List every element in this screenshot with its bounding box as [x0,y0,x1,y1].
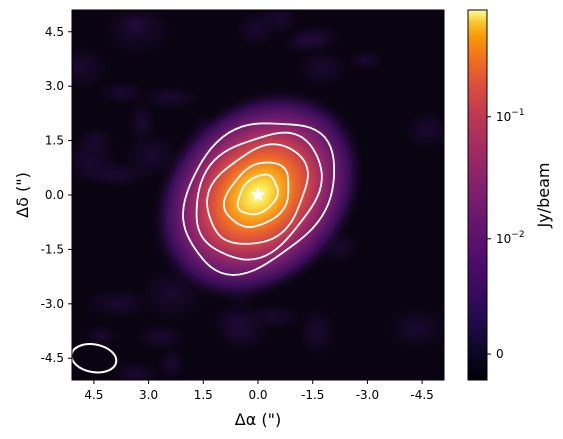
contour-line [223,161,290,228]
noise-blob [72,44,111,90]
x-tick-label: 4.5 [84,388,103,402]
x-tick-label: 3.0 [139,388,158,402]
noise-blob [403,111,444,150]
contour-line [206,143,309,245]
contour-line [236,173,279,216]
noise-blob [295,49,349,88]
x-tick-label: -1.5 [301,388,324,402]
x-tick-label: 1.5 [194,388,213,402]
noise-blob [139,85,201,110]
contour-line [182,122,336,276]
noise-blob [239,304,305,330]
colorbar-ticks: 10−1 10−2 0 [487,108,525,361]
beam-ellipse [72,343,118,374]
noise-blob [126,101,156,144]
colorbar-tick-label: 0 [496,347,504,361]
noise-blob [136,322,186,352]
y-tick-label: 4.5 [45,25,64,39]
noise-blob [84,288,153,319]
noise-blob [98,81,147,105]
noise-blob [281,29,328,54]
y-tick-label: -4.5 [41,351,64,365]
x-axis-label: Δα (") [235,410,281,429]
y-tick-label: -1.5 [41,242,64,256]
y-axis-label: Δδ (") [13,172,32,218]
colorbar-gradient [467,9,488,381]
noise-blob [386,306,444,350]
noise-blob [235,10,276,49]
colorbar: 10−1 10−2 0 Jy/beam [467,9,553,381]
noise-blob [348,50,384,71]
x-axis-ticks: 4.5 3.0 1.5 0.0 -1.5 -3.0 -4.5 [84,380,434,402]
colorbar-label: Jy/beam [534,163,553,229]
colorbar-tick-label: 10−2 [496,230,525,246]
noise-blob [76,126,115,157]
contour-line [195,131,323,261]
x-tick-label: 0.0 [248,388,267,402]
y-tick-label: 3.0 [45,79,64,93]
y-tick-label: 1.5 [45,134,64,148]
source-star-marker [250,187,266,202]
heatmap-plot-area [72,10,444,380]
noise-blob [157,347,186,380]
y-tick-label: 0.0 [45,188,64,202]
x-tick-label: -4.5 [410,388,433,402]
y-tick-label: -3.0 [41,297,64,311]
colorbar-tick-label: 10−1 [496,108,525,124]
x-tick-label: -3.0 [356,388,379,402]
contour-lines [182,122,336,276]
noise-blob [111,360,160,380]
noise-blob [298,306,337,357]
noise-blob [84,324,117,348]
noise-blob [118,13,151,35]
y-axis-ticks: 4.5 3.0 1.5 0.0 -1.5 -3.0 -4.5 [41,25,72,365]
